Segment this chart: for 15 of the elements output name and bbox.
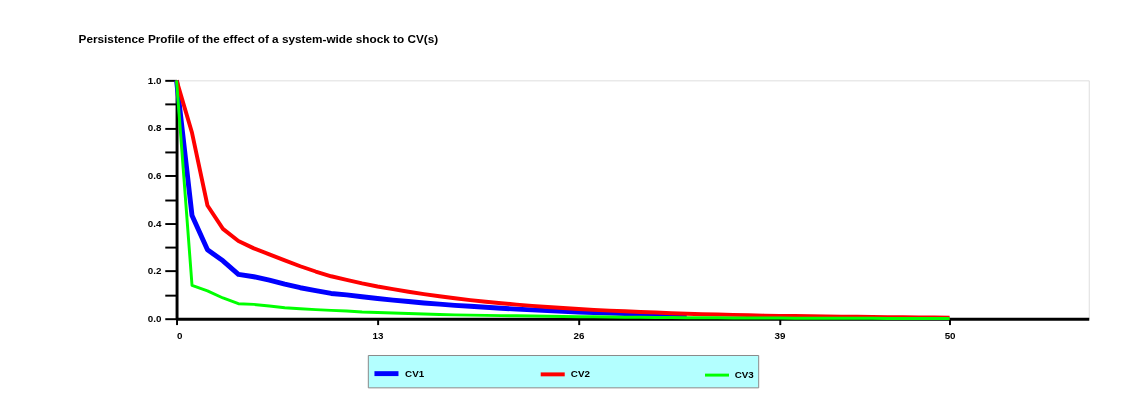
legend-label: CV3: [734, 369, 755, 381]
y-tick-label: 0.6: [147, 170, 162, 182]
legend-label: CV1: [405, 367, 425, 379]
y-tick-label: 0.0: [147, 313, 162, 325]
x-tick-label: 0: [177, 329, 184, 341]
y-tick-label: 0.8: [147, 122, 162, 134]
chart-title: Persistence Profile of the effect of a system-wide shock to CV(s): [78, 32, 439, 46]
y-tick-label: 1.0: [147, 74, 162, 86]
y-tick-label: 0.2: [147, 265, 162, 277]
x-tick-label: 26: [573, 329, 586, 341]
x-tick-label: 13: [372, 329, 385, 341]
legend-label: CV2: [570, 368, 591, 380]
x-tick-label: 39: [774, 329, 787, 341]
y-tick-label: 0.4: [147, 217, 162, 229]
x-tick-label: 50: [944, 329, 957, 341]
